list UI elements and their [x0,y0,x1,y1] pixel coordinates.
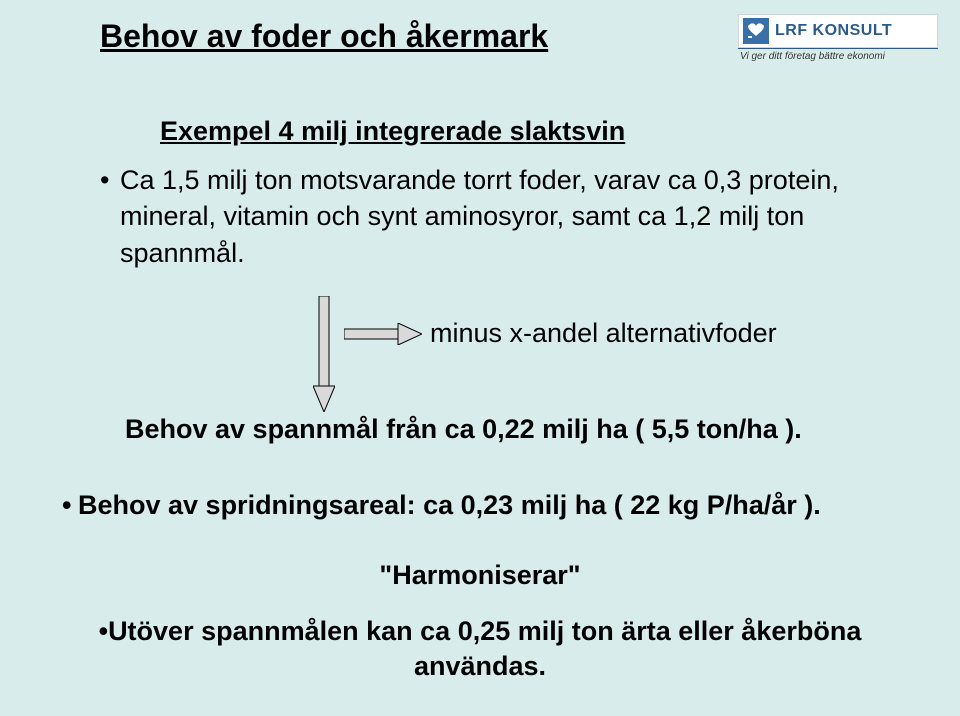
bullet-1: • Ca 1,5 milj ton motsvarande torrt fode… [120,162,850,271]
bullet-dot: • [99,616,108,646]
bullet-1-text: Ca 1,5 milj ton motsvarande torrt foder,… [120,165,839,268]
slide-subtitle: Exempel 4 milj integrerade slaktsvin [160,116,625,147]
bullet-dot: • [100,162,109,198]
line-utover-a: Utöver spannmålen kan ca 0,25 milj ton ä… [108,616,861,646]
note-text: minus x-andel alternativfoder [430,318,777,349]
logo-icon [743,18,769,44]
arrow-down-icon [313,296,335,417]
logo-tagline: Vi ger ditt företag bättre ekonomi [738,48,938,62]
line-spannmal: Behov av spannmål från ca 0,22 milj ha (… [125,414,802,445]
slide-title: Behov av foder och åkermark [100,18,548,55]
bullet-dot: • [62,490,71,521]
logo-bar: LRF KONSULT [738,14,938,48]
slide: LRF KONSULT Vi ger ditt företag bättre e… [0,0,960,716]
line-spridning-text: Behov av spridningsareal: ca 0,23 milj h… [78,490,821,520]
line-utover: •Utöver spannmålen kan ca 0,25 milj ton … [0,614,960,684]
arrow-right-icon [344,323,422,350]
line-utover-b: användas. [414,651,546,681]
logo-brand-text: LRF KONSULT [775,22,892,40]
line-harmoniserar: "Harmoniserar" [0,560,960,591]
line-spridning: • Behov av spridningsareal: ca 0,23 milj… [78,490,821,521]
logo-block: LRF KONSULT Vi ger ditt företag bättre e… [738,14,938,62]
